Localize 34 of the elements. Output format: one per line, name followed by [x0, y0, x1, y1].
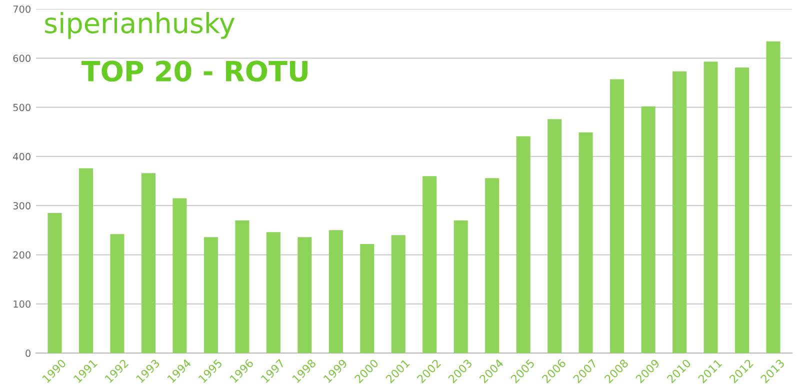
- bar: [328, 230, 343, 354]
- bar: [172, 198, 187, 354]
- bar: [704, 62, 718, 354]
- y-tick-label: 300: [13, 202, 30, 210]
- bar: [454, 220, 468, 354]
- bar: [235, 220, 250, 354]
- bar: [672, 71, 687, 354]
- bar: [78, 168, 94, 354]
- bar: [141, 173, 156, 354]
- bar: [641, 106, 656, 354]
- y-tick-label: 500: [13, 104, 30, 112]
- y-tick-label: 700: [13, 5, 30, 13]
- bar: [110, 234, 124, 354]
- text: TOP 20 - ROTU: [81, 60, 308, 82]
- bar: [360, 244, 374, 354]
- bar: [548, 119, 562, 354]
- y-tick-label: 0: [26, 350, 30, 357]
- bar: [734, 67, 750, 354]
- y-tick-label: 400: [13, 152, 30, 160]
- bar: [578, 132, 593, 354]
- y-tick-label: 600: [13, 54, 30, 62]
- bar: [266, 232, 280, 354]
- bar: [298, 237, 312, 354]
- y-tick-label: 200: [13, 251, 30, 259]
- bar: [422, 176, 437, 354]
- bar: [516, 136, 530, 354]
- chart-title: siperianhusky: [45, 12, 235, 39]
- bar: [204, 237, 218, 354]
- bar: [48, 212, 62, 354]
- y-tick-label: 100: [14, 300, 30, 308]
- bar: [610, 79, 624, 354]
- bar: [485, 178, 500, 354]
- bar: [766, 41, 780, 354]
- bar: [391, 235, 406, 354]
